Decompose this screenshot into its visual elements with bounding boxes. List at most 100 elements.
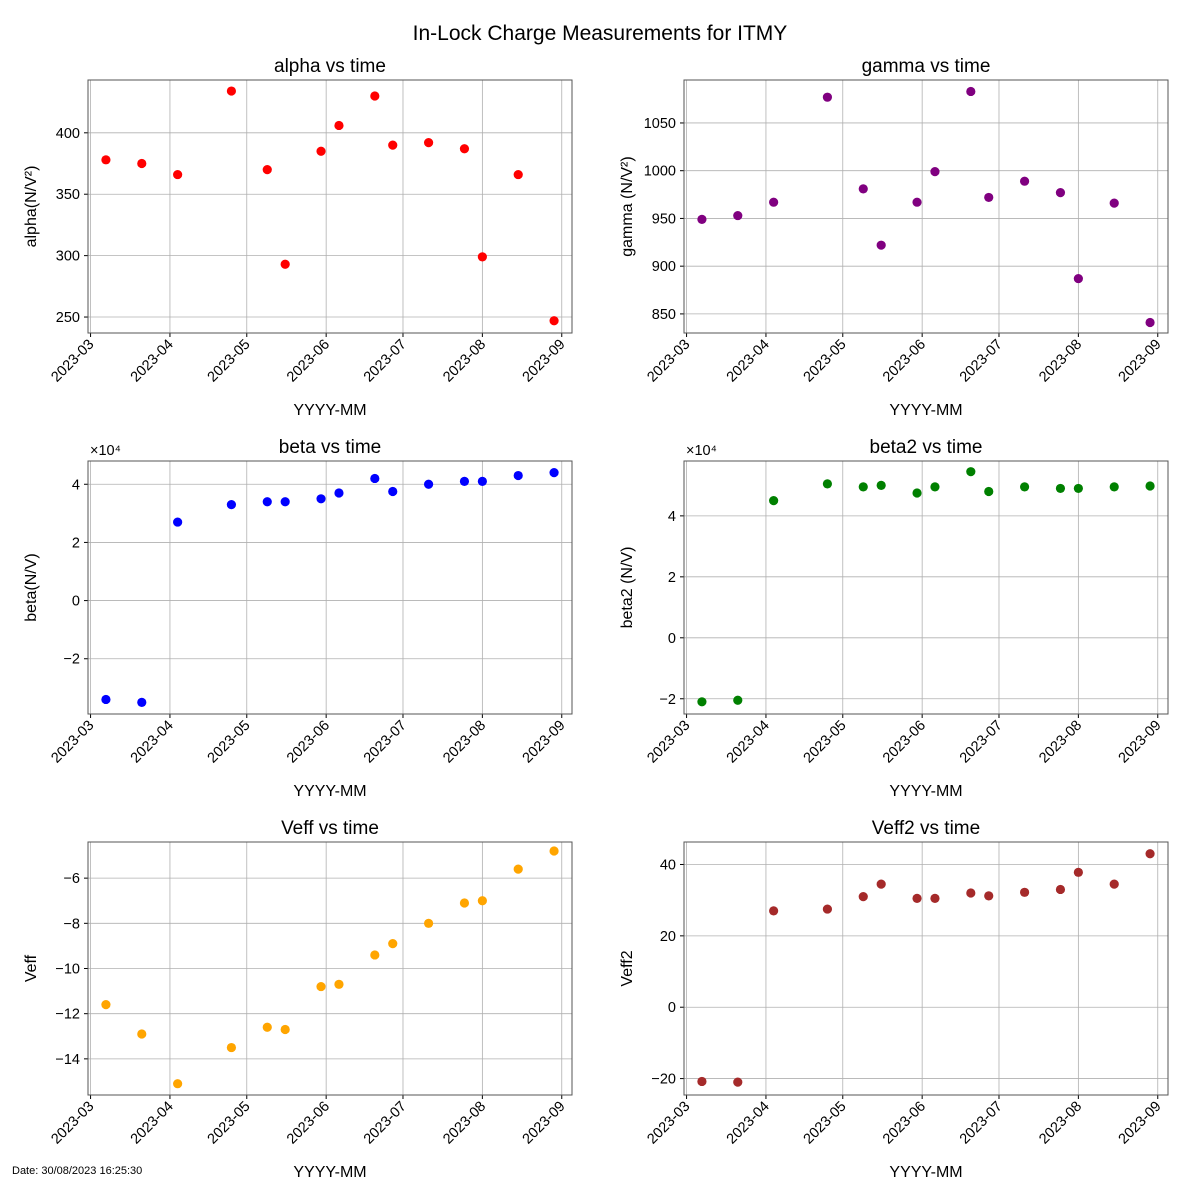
y-tick-label: −8 bbox=[63, 916, 80, 932]
y-tick-label: 1000 bbox=[644, 164, 676, 180]
x-axis-label: YYYY-MM bbox=[293, 1164, 366, 1181]
data-point bbox=[334, 488, 343, 497]
data-point bbox=[769, 906, 778, 915]
plot-frame bbox=[684, 842, 1168, 1095]
y-tick-label: 2 bbox=[72, 535, 80, 551]
x-tick-label: 2023-07 bbox=[361, 1099, 410, 1148]
x-tick-label: 2023-04 bbox=[724, 337, 773, 386]
x-tick-label: 2023-07 bbox=[361, 718, 410, 767]
x-tick-label: 2023-03 bbox=[48, 718, 97, 767]
data-point bbox=[460, 477, 469, 486]
data-point bbox=[370, 91, 379, 100]
data-point bbox=[388, 487, 397, 496]
y-tick-label: 900 bbox=[652, 259, 676, 275]
x-tick-label: 2023-03 bbox=[48, 337, 97, 386]
data-point bbox=[912, 488, 921, 497]
data-point bbox=[281, 497, 290, 506]
data-point bbox=[877, 241, 886, 250]
x-tick-label: 2023-04 bbox=[128, 1099, 177, 1148]
data-point bbox=[316, 494, 325, 503]
data-point bbox=[1074, 274, 1083, 283]
data-point bbox=[1056, 885, 1065, 894]
x-tick-label: 2023-05 bbox=[801, 1099, 850, 1148]
data-point bbox=[1020, 888, 1029, 897]
y-tick-label: 950 bbox=[652, 211, 676, 227]
subplot-4: −2 0 2 4 2023-03 2023-04 2023-05 2023-06 2023-07… bbox=[619, 437, 1168, 800]
data-point bbox=[823, 479, 832, 488]
subplot-5: −14 −12 −10 −8 −6 2023-03 2023-04 2023-05 2023-0… bbox=[23, 818, 572, 1181]
plot-frame bbox=[684, 461, 1168, 714]
data-point bbox=[877, 481, 886, 490]
data-point bbox=[733, 211, 742, 220]
data-point bbox=[173, 170, 182, 179]
x-tick-label: 2023-06 bbox=[880, 337, 929, 386]
data-point bbox=[1110, 880, 1119, 889]
data-point bbox=[912, 894, 921, 903]
x-tick-label: 2023-09 bbox=[520, 337, 569, 386]
y-tick-label: 0 bbox=[668, 1000, 676, 1016]
data-point bbox=[514, 471, 523, 480]
y-tick-label: −6 bbox=[63, 871, 80, 887]
x-tick-label: 2023-05 bbox=[205, 718, 254, 767]
data-point bbox=[697, 697, 706, 706]
data-point bbox=[137, 159, 146, 168]
data-point bbox=[460, 898, 469, 907]
x-tick-label: 2023-03 bbox=[644, 337, 693, 386]
x-axis-label: YYYY-MM bbox=[293, 402, 366, 419]
data-point bbox=[769, 198, 778, 207]
data-point bbox=[334, 121, 343, 130]
subplot-title: Veff vs time bbox=[281, 818, 379, 839]
y-tick-label: 2 bbox=[668, 570, 676, 586]
data-point bbox=[137, 698, 146, 707]
data-point bbox=[514, 170, 523, 179]
data-point bbox=[478, 252, 487, 261]
data-point bbox=[877, 880, 886, 889]
y-tick-label: 20 bbox=[660, 929, 676, 945]
x-tick-label: 2023-06 bbox=[880, 1099, 929, 1148]
y-tick-label: −2 bbox=[659, 692, 676, 708]
y-tick-label: −10 bbox=[55, 962, 80, 978]
x-tick-label: 2023-03 bbox=[48, 1099, 97, 1148]
y-axis-label: alpha(N/V²) bbox=[23, 166, 40, 248]
data-point bbox=[281, 1025, 290, 1034]
y-axis-label: beta2 (N/V) bbox=[619, 547, 636, 629]
data-point bbox=[173, 517, 182, 526]
data-point bbox=[930, 167, 939, 176]
data-point bbox=[334, 980, 343, 989]
x-tick-label: 2023-04 bbox=[724, 718, 773, 767]
data-point bbox=[966, 87, 975, 96]
y-axis-label: gamma (N/V²) bbox=[619, 156, 636, 256]
y-tick-label: 4 bbox=[72, 477, 80, 493]
data-point bbox=[549, 316, 558, 325]
y-tick-label: 850 bbox=[652, 307, 676, 323]
plot-frame bbox=[88, 461, 572, 714]
x-tick-label: 2023-06 bbox=[284, 337, 333, 386]
x-tick-label: 2023-09 bbox=[520, 1099, 569, 1148]
data-point bbox=[1110, 482, 1119, 491]
data-point bbox=[966, 467, 975, 476]
x-tick-label: 2023-09 bbox=[520, 718, 569, 767]
y-axis-label: Veff bbox=[23, 954, 40, 982]
data-point bbox=[101, 155, 110, 164]
y-tick-label: 40 bbox=[660, 857, 676, 873]
x-tick-label: 2023-09 bbox=[1116, 718, 1165, 767]
y-tick-label: 0 bbox=[668, 631, 676, 647]
x-tick-label: 2023-05 bbox=[205, 1099, 254, 1148]
data-point bbox=[1056, 484, 1065, 493]
y-axis-label: beta(N/V) bbox=[23, 553, 40, 621]
y-tick-label: −14 bbox=[55, 1052, 80, 1068]
data-point bbox=[697, 215, 706, 224]
y-axis-multiplier: ×10⁴ bbox=[90, 443, 121, 459]
data-point bbox=[388, 939, 397, 948]
x-tick-label: 2023-08 bbox=[1036, 1099, 1085, 1148]
data-point bbox=[769, 496, 778, 505]
y-tick-label: −12 bbox=[55, 1007, 80, 1023]
data-point bbox=[823, 904, 832, 913]
data-point bbox=[424, 480, 433, 489]
data-point bbox=[1020, 177, 1029, 186]
data-point bbox=[549, 846, 558, 855]
data-point bbox=[1074, 868, 1083, 877]
data-point bbox=[263, 165, 272, 174]
x-tick-label: 2023-08 bbox=[1036, 337, 1085, 386]
data-point bbox=[227, 86, 236, 95]
